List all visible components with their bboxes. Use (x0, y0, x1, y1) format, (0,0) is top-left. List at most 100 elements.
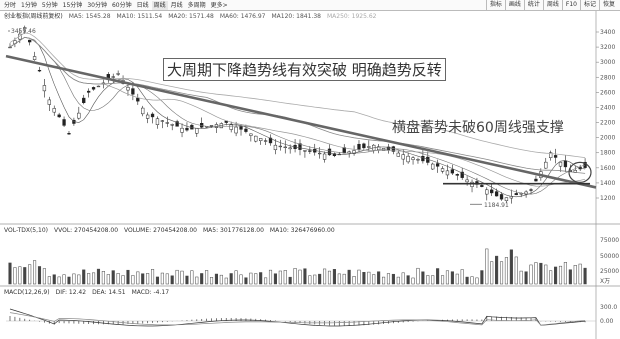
volume-bar (165, 273, 169, 285)
tab-period-0[interactable]: 分时 (4, 2, 17, 9)
candle-body (411, 157, 415, 160)
volume-bar (470, 276, 474, 285)
candle-body (195, 127, 199, 134)
candle-body (376, 146, 381, 151)
volume-bar (293, 268, 297, 285)
candle-body (150, 113, 155, 118)
volume-bar (131, 275, 135, 285)
ma5-label: MA5: 1545.28 (68, 13, 111, 20)
tab-period-8[interactable]: 月线 (170, 2, 183, 9)
volume-bar (450, 271, 454, 285)
downtrend-line (5, 54, 597, 189)
candle-body (362, 143, 366, 149)
volume-bar (200, 273, 204, 285)
volume-bar (495, 255, 499, 285)
dea-label: DEA: 14.51 (92, 289, 126, 296)
candle-body (298, 143, 302, 150)
volume-bar (28, 264, 32, 285)
candle-body (185, 127, 189, 131)
volume-bar (337, 273, 341, 285)
volume-bar (37, 266, 42, 285)
volume-bar (411, 277, 415, 285)
toolbar-button-1[interactable]: 画线 (504, 0, 524, 10)
candle-body (254, 135, 258, 142)
volume-bar (278, 270, 282, 285)
candle-body (165, 122, 169, 124)
candle-body (259, 138, 263, 142)
volume-bar (573, 265, 577, 285)
volume-bar (219, 274, 223, 285)
ma10-label: MA10: 1511.54 (116, 13, 163, 20)
toolbar-button-4[interactable]: F10 (561, 0, 580, 10)
tab-period-9[interactable]: 多周期 (187, 2, 206, 9)
candle-body (406, 155, 410, 163)
tab-period-5[interactable]: 60分钟 (111, 2, 132, 9)
volume-bar (490, 261, 494, 285)
candle-body (175, 121, 179, 127)
price-y-tick-label: 2800 (600, 74, 615, 81)
volume-bar (18, 266, 22, 285)
price-y-tick-label: 3200 (600, 44, 615, 51)
candle-body (160, 120, 165, 122)
candle-body (8, 46, 12, 49)
candle-body (249, 133, 253, 136)
candle-body (465, 179, 469, 183)
volume-bar (96, 268, 101, 285)
volume-bar (264, 277, 268, 285)
volume-bar (92, 272, 96, 285)
tab-period-6[interactable]: 日线 (136, 2, 149, 9)
candle-body (47, 99, 51, 105)
ma120-label: MA120: 1841.38 (271, 13, 321, 20)
volume-bar (214, 273, 218, 285)
toolbar-button-5[interactable]: 标记 (579, 0, 599, 10)
candle-body (126, 87, 130, 91)
volume-bar (440, 275, 445, 285)
candle-body (553, 155, 558, 158)
tab-period-1[interactable]: 1分钟 (21, 2, 37, 9)
ma120-line (9, 32, 586, 158)
candle-body (440, 168, 445, 172)
tab-period-2[interactable]: 5分钟 (41, 2, 58, 9)
volume-bar (342, 273, 346, 285)
tab-period-10[interactable]: 更多> (210, 2, 228, 9)
volume-bar (367, 271, 371, 285)
candle-body (273, 144, 278, 151)
volume-bar (57, 276, 61, 285)
price-y-tick-label: 2200 (600, 120, 615, 127)
toolbar-button-2[interactable]: 统计 (523, 0, 543, 10)
volume-bar (377, 271, 381, 285)
ma5-line (9, 36, 586, 198)
macd-info-bar: MACD(12,26,9) DIF: 12.42 DEA: 14.51 MACD… (4, 288, 169, 297)
volume-bar (170, 275, 174, 285)
volume-info-bar: VOL-TDX(5,10) VVOL: 270454208.00 VOLUME:… (4, 226, 335, 235)
toolbar-button-0[interactable]: 指标 (485, 0, 505, 10)
downtrend-break-annotation: 大周期下降趋势线有效突破 明确趋势反转 (163, 58, 446, 81)
volume-panel-title: VOL-TDX(5,10) (4, 227, 49, 234)
candle-body (145, 114, 150, 119)
dif-line (9, 308, 586, 327)
toolbar-button-6[interactable]: 恢复 (598, 0, 618, 10)
ma20-line (9, 36, 586, 187)
candle-body (342, 147, 346, 154)
support-hold-annotation: 横盘蓄势未破60周线强支撑 (392, 120, 564, 136)
candle-body (229, 124, 233, 130)
volume-bar (146, 273, 150, 285)
volume-bar (72, 273, 76, 285)
candle-body (37, 69, 42, 72)
candle-body (494, 191, 499, 197)
tab-period-4[interactable]: 30分钟 (87, 2, 107, 9)
volume-bar (234, 270, 238, 285)
volume-bar (52, 274, 56, 285)
toolbar-button-3[interactable]: 周线 (542, 0, 562, 10)
dif-label: DIF: 12.42 (55, 289, 87, 296)
candle-body (386, 146, 391, 151)
candle-body (180, 127, 184, 133)
volume-bar (224, 277, 228, 285)
tab-period-7[interactable]: 周线 (151, 1, 168, 10)
candle-body (268, 137, 273, 144)
volume-bar (465, 276, 469, 285)
volume-bar (87, 273, 91, 285)
tab-period-3[interactable]: 15分钟 (62, 2, 83, 9)
candle-body (504, 197, 509, 202)
